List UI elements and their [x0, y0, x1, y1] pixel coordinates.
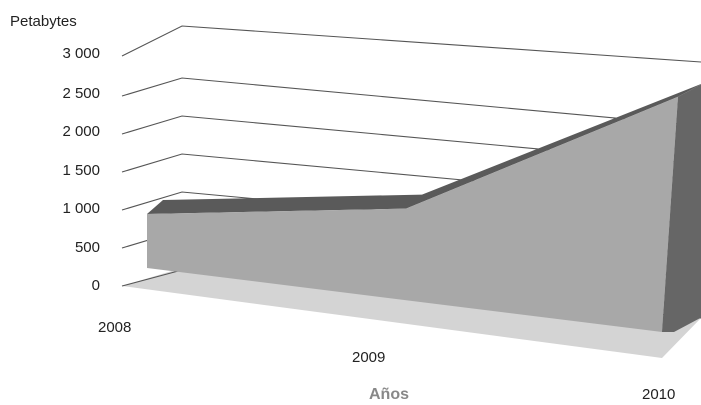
- x-axis-title: Años: [369, 386, 409, 403]
- y-tick-label: 0: [92, 277, 100, 294]
- chart-floor: [122, 268, 701, 358]
- y-axis-ticks: 0 500 1 000 1 500 2 000 2 500 3 000: [62, 45, 100, 294]
- y-tick-label: 1 000: [62, 200, 100, 217]
- area-front-face: [147, 96, 678, 332]
- y-tick-label: 2 000: [62, 123, 100, 140]
- x-tick-label: 2008: [98, 319, 131, 336]
- gridline: [121, 115, 701, 165]
- y-tick-label: 1 500: [62, 162, 100, 179]
- y-tick-label: 2 500: [62, 85, 100, 102]
- y-tick-label: 3 000: [62, 45, 100, 62]
- x-axis-ticks: 2008 2009 2010: [98, 319, 675, 403]
- y-tick-label: 500: [75, 239, 100, 256]
- floor-plane: [122, 268, 701, 358]
- gridline: [121, 77, 701, 127]
- area-side-face: [662, 84, 701, 332]
- y-axis-title: Petabytes: [10, 13, 77, 30]
- x-tick-label: 2009: [352, 349, 385, 366]
- area-series: [147, 83, 701, 332]
- x-tick-label: 2010: [642, 386, 675, 403]
- area-top-face: [147, 83, 701, 214]
- gridline: [121, 25, 701, 63]
